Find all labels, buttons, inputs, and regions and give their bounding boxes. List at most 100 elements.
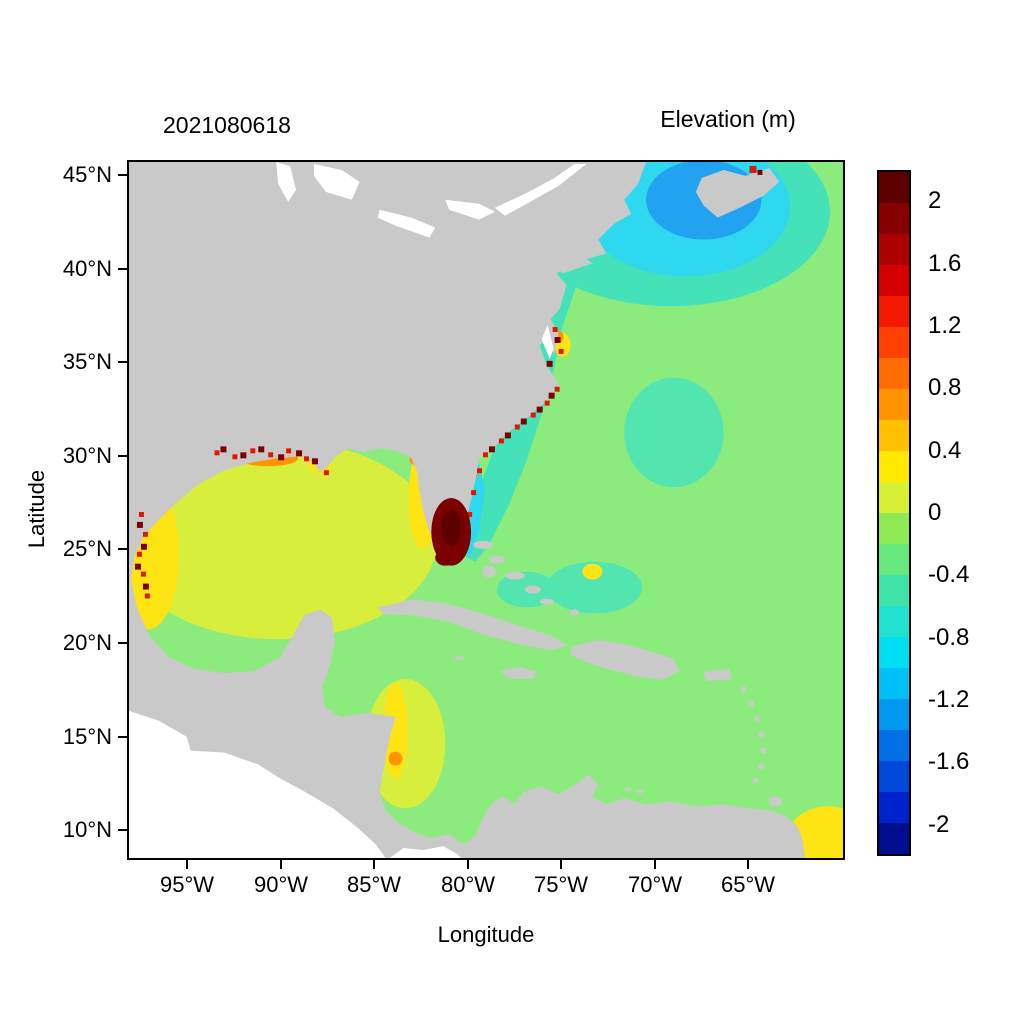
colorbar-segment [879,792,909,823]
y-tick-label: 15°N [62,724,112,749]
hispaniola-island [570,640,680,681]
long-island-landmass [556,257,593,274]
x-tick-label: 80°W [440,872,496,897]
colorbar-segment [879,203,909,234]
colorbar-segment [879,575,909,606]
lesser-antilles-island [740,685,747,692]
north-central-america-landmass [129,162,806,858]
y-tick-label: 25°N [62,536,112,561]
y-tick-label: 45°N [62,162,112,187]
colorbar-segment [879,451,909,482]
x-tick-label: 75°W [533,872,589,897]
bahamas-island [524,585,541,594]
st-lawrence-river [494,163,587,216]
colorbar-segment [879,761,909,792]
colorbar-segment [879,327,909,358]
x-tick-mark [747,860,749,869]
lesser-antilles-island [752,777,759,784]
lake-ontario [445,199,495,220]
colorbar-labels: 2 1.6 1.2 0.8 0.4 0 -0.4 -0.8 -1.2 -1.6 -2 [928,170,1014,856]
lake-huron [313,163,360,200]
colorbar-segment [879,668,909,699]
lesser-antilles-island [754,715,761,722]
colorbar-tick-label: -1.6 [928,748,970,776]
lake-michigan [276,162,297,202]
lesser-antilles-island [758,763,765,770]
deepred-surge-layer [441,510,462,546]
x-tick-mark [560,860,562,869]
colorbar-tick-label: 1.2 [928,311,962,339]
y-tick-label: 35°N [62,349,112,374]
colorbar-tick-label: 0 [928,499,942,526]
colorbar-segment [879,699,909,730]
colorbar-tick-label: -0.4 [928,561,970,589]
bahamas-island [473,540,493,549]
y-tick-mark [118,455,127,457]
puerto-rico-island [703,669,732,682]
colorbar-tick-label: 0.4 [928,436,962,464]
colorbar-title: Elevation (m) [660,106,796,132]
colorbar-segment [879,823,909,854]
colorbar-segment [879,606,909,637]
lesser-antilles-island [758,731,765,738]
bahamas-island [482,565,496,578]
cayman-island [454,656,465,661]
colorbar [877,170,911,856]
land-layer [129,162,806,858]
x-tick-label: 70°W [627,872,683,897]
colorbar-segment [879,730,909,761]
y-tick-mark [118,174,127,176]
colorbar-tick-label: -0.8 [928,623,970,651]
jamaica-island [498,667,537,680]
x-tick-mark [186,860,188,869]
lake-erie [377,209,436,238]
colorbar-segment [879,637,909,668]
lesser-antilles-island [748,700,755,707]
elevation-map [129,162,843,858]
pacific-no-data [129,710,386,858]
y-tick-mark [118,736,127,738]
colorbar-segment [879,482,909,513]
x-tick-mark [654,860,656,869]
y-tick-mark [118,268,127,270]
colorbar-tick-label: 1.6 [928,249,962,277]
nova-scotia-landmass [695,167,780,218]
teal-soft-anomaly-layer [496,377,724,614]
y-tick-label: 10°N [62,817,112,842]
y-tick-mark [118,829,127,831]
colorbar-segment [879,296,909,327]
colorbar-tick-label: 2 [928,187,942,215]
x-tick-label: 90°W [253,872,309,897]
y-tick-mark [118,548,127,550]
plot-date-title: 2021080618 [163,112,291,138]
x-tick-mark [280,860,282,869]
y-tick-label: 30°N [62,443,112,468]
colorbar-segment [879,265,909,296]
no-data-layer [129,162,587,858]
colorbar-segment [879,234,909,265]
panama-pacific-no-data [389,846,462,858]
x-axis-label: Longitude [437,922,535,947]
turks-island [569,609,580,616]
bahamas-island [504,571,525,580]
lesser-antilles-island [760,747,767,754]
y-tick-mark [118,642,127,644]
y-tick-label: 20°N [62,630,112,655]
y-tick-mark [118,361,127,363]
chesapeake-bay [541,325,554,359]
trinidad-island [768,796,783,807]
colorbar-segment [879,172,909,203]
colorbar-segment [879,358,909,389]
map-plot-area [127,160,845,860]
x-tick-label: 65°W [720,872,776,897]
red-surge-layer [136,165,757,599]
colorbar-segment [879,420,909,451]
x-tick-mark [467,860,469,869]
x-tick-mark [373,860,375,869]
colorbar-tick-label: 0.8 [928,374,962,402]
y-tick-label: 40°N [62,256,112,281]
x-tick-label: 95°W [159,872,215,897]
colorbar-segment [879,544,909,575]
bahamas-island [539,598,554,605]
